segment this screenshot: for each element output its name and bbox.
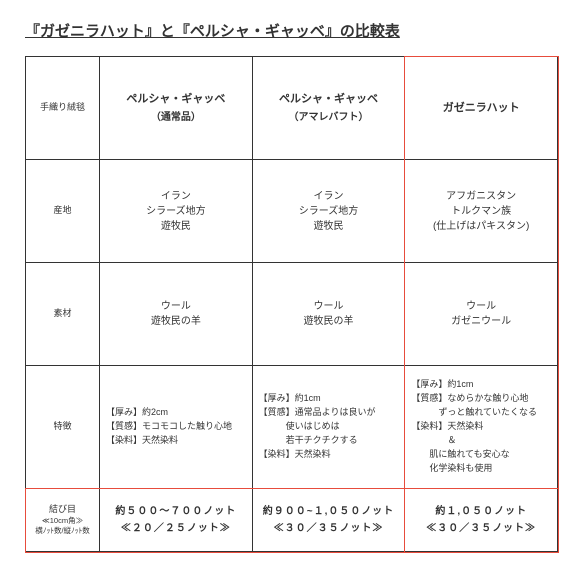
col-header-1: ペルシャ・ギャッベ （通常品） bbox=[100, 57, 253, 160]
knots-c2: 約９００~１,０５０ノット ≪３０／３５ノット≫ bbox=[252, 489, 405, 552]
col2-sub: （アマレバフト） bbox=[257, 110, 401, 125]
table-wrap: 手織り絨毯 ペルシャ・ギャッベ （通常品） ペルシャ・ギャッベ （アマレバフト）… bbox=[25, 56, 558, 552]
knots-c1a: 約５００～７００ノット bbox=[115, 506, 236, 517]
knots-c3b: ≪３０／３５ノット≫ bbox=[409, 521, 553, 536]
col1-name: ペルシャ・ギャッベ bbox=[126, 93, 225, 105]
feature-row: 特徴 【厚み】約2cm【質感】モコモコした触り心地【染料】天然染料 【厚み】約1… bbox=[26, 366, 558, 489]
feature-c2: 【厚み】約1cm【質感】通常品よりは良いが 使いはじめは 若干チクチクする【染料… bbox=[252, 366, 405, 489]
col-header-3: ガゼニラハット bbox=[405, 57, 558, 160]
origin-c1: イランシラーズ地方遊牧民 bbox=[100, 160, 253, 263]
knots-label-sub1: ≪10cm角≫ bbox=[30, 516, 95, 527]
col-header-2: ペルシャ・ギャッベ （アマレバフト） bbox=[252, 57, 405, 160]
col1-sub: （通常品） bbox=[104, 110, 248, 125]
knots-c2a: 約９００~１,０５０ノット bbox=[263, 506, 394, 517]
material-c1: ウール遊牧民の羊 bbox=[100, 263, 253, 366]
material-label: 素材 bbox=[26, 263, 100, 366]
material-c2: ウール遊牧民の羊 bbox=[252, 263, 405, 366]
feature-c3: 【厚み】約1cm【質感】なめらかな触り心地 ずっと触れていたくなる【染料】天然染… bbox=[405, 366, 558, 489]
knots-label-main: 結び目 bbox=[49, 504, 76, 514]
origin-c2: イランシラーズ地方遊牧民 bbox=[252, 160, 405, 263]
knots-c2b: ≪３０／３５ノット≫ bbox=[257, 521, 401, 536]
knots-c3a: 約１,０５０ノット bbox=[435, 506, 527, 517]
knots-c1: 約５００～７００ノット ≪２０／２５ノット≫ bbox=[100, 489, 253, 552]
knots-label-sub2: 横ﾉｯﾄ数/縦ﾉｯﾄ数 bbox=[30, 526, 95, 537]
page-title: 『ガゼニラハット』と『ペルシャ・ギャッベ』の比較表 bbox=[25, 20, 558, 41]
comparison-table: 手織り絨毯 ペルシャ・ギャッベ （通常品） ペルシャ・ギャッベ （アマレバフト）… bbox=[25, 56, 558, 552]
feature-label: 特徴 bbox=[26, 366, 100, 489]
origin-label: 産地 bbox=[26, 160, 100, 263]
origin-c3: アフガニスタントルクマン族(仕上げはパキスタン) bbox=[405, 160, 558, 263]
knots-c1b: ≪２０／２５ノット≫ bbox=[104, 521, 248, 536]
feature-c1: 【厚み】約2cm【質感】モコモコした触り心地【染料】天然染料 bbox=[100, 366, 253, 489]
material-c3: ウールガゼニウール bbox=[405, 263, 558, 366]
knots-row: 結び目 ≪10cm角≫ 横ﾉｯﾄ数/縦ﾉｯﾄ数 約５００～７００ノット ≪２０／… bbox=[26, 489, 558, 552]
knots-label: 結び目 ≪10cm角≫ 横ﾉｯﾄ数/縦ﾉｯﾄ数 bbox=[26, 489, 100, 552]
header-row: 手織り絨毯 ペルシャ・ギャッベ （通常品） ペルシャ・ギャッベ （アマレバフト）… bbox=[26, 57, 558, 160]
material-row: 素材 ウール遊牧民の羊 ウール遊牧民の羊 ウールガゼニウール bbox=[26, 263, 558, 366]
col3-name: ガゼニラハット bbox=[443, 102, 520, 114]
corner-cell: 手織り絨毯 bbox=[26, 57, 100, 160]
origin-row: 産地 イランシラーズ地方遊牧民 イランシラーズ地方遊牧民 アフガニスタントルクマ… bbox=[26, 160, 558, 263]
col2-name: ペルシャ・ギャッベ bbox=[279, 93, 378, 105]
knots-c3: 約１,０５０ノット ≪３０／３５ノット≫ bbox=[405, 489, 558, 552]
